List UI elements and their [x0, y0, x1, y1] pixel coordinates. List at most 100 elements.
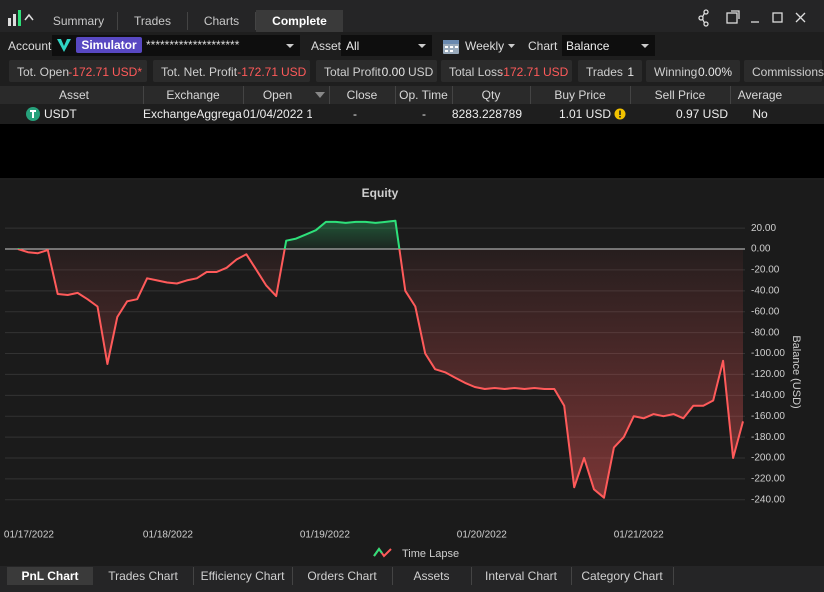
column-divider	[530, 86, 531, 104]
tab[interactable]: Trades	[118, 12, 188, 30]
sort-arrow[interactable]	[314, 90, 326, 100]
table-cell: 8283.228789	[451, 107, 522, 121]
y-axis-label: Balance (USD)	[790, 335, 802, 408]
stat-box	[744, 60, 822, 82]
app-icon[interactable]	[6, 8, 38, 28]
column-header[interactable]: Op. Time	[399, 88, 448, 102]
legend-icon-up	[373, 547, 383, 557]
stat-value: -172.71	[68, 65, 109, 79]
x-tick-label: 01/18/2022	[143, 530, 193, 541]
chart-value[interactable]: Balance	[566, 39, 610, 53]
usdt-icon	[26, 107, 40, 121]
stat-label: Total Loss	[449, 65, 504, 79]
stat-label: Tot. Open	[17, 65, 70, 79]
stat-label: Commissions	[752, 65, 824, 79]
dropdown-arrows	[286, 44, 649, 48]
y-tick-label: -60.00	[751, 306, 780, 317]
x-tick-label: 01/17/2022	[4, 530, 54, 541]
tab[interactable]: Complete	[256, 10, 343, 32]
bottom-tab[interactable]: Interval Chart	[471, 567, 572, 585]
period[interactable]: Weekly	[465, 39, 505, 53]
stat-label: Trades	[586, 65, 623, 79]
y-tick-label: -100.00	[751, 348, 785, 359]
asset-select[interactable]	[341, 35, 432, 56]
warning-icon[interactable]	[614, 108, 626, 120]
stat-unit: USD*	[112, 65, 143, 79]
chart-select[interactable]	[562, 35, 655, 56]
stat-box	[9, 60, 147, 82]
y-tick-label: -220.00	[751, 474, 785, 485]
equity-line	[17, 219, 744, 499]
x-tick-label: 01/19/2022	[300, 530, 350, 541]
bottom-bar	[0, 566, 824, 592]
stat-value: 0.00%	[697, 65, 732, 79]
asset-value[interactable]: All	[346, 39, 360, 53]
tab[interactable]: Summary	[40, 12, 118, 30]
stat-box	[646, 60, 740, 82]
stat-box	[153, 60, 310, 82]
tab[interactable]: Charts	[188, 12, 256, 30]
column-header[interactable]: Sell Price	[654, 88, 706, 102]
stat-value: -172.71	[499, 65, 540, 79]
y-tick-label: -80.00	[751, 327, 780, 338]
bottom-tab[interactable]: Assets	[392, 567, 472, 585]
column-divider	[329, 86, 330, 104]
column-header[interactable]: Buy Price	[554, 88, 606, 102]
equity-chart: Equity 20.00 0.00 -20.00 -40.00 -60.00 -80.00 -…	[0, 180, 824, 566]
stat-value: -172.71	[237, 65, 278, 79]
y-tick-label: -180.00	[751, 432, 785, 443]
equity-area	[18, 220, 743, 498]
column-divider	[730, 86, 731, 104]
column-header[interactable]: Close	[346, 88, 378, 102]
column-header[interactable]: Exchange	[166, 88, 220, 102]
asset-label: Asset	[311, 39, 342, 53]
table-cell: ExchangeAggregator	[143, 107, 242, 121]
table-empty-area	[0, 124, 824, 178]
table-cell: USDT	[44, 107, 77, 121]
column-divider	[143, 86, 144, 104]
column-header[interactable]: Average	[737, 88, 783, 102]
account-label: Account	[8, 39, 52, 53]
bottom-tab[interactable]: Efficiency Chart	[193, 567, 293, 585]
y-tick-label: -160.00	[751, 411, 785, 422]
x-tick-label: 01/21/2022	[614, 530, 664, 541]
bottom-tab[interactable]: Trades Chart	[93, 567, 194, 585]
y-tick-label: -20.00	[751, 265, 780, 276]
stat-unit: USD	[281, 65, 307, 79]
column-divider	[630, 86, 631, 104]
legend-label: Time Lapse	[402, 548, 459, 560]
table-cell: -	[422, 107, 426, 121]
chart-title: Equity	[362, 186, 399, 200]
x-tick-label: 01/20/2022	[457, 530, 507, 541]
calendar-icon[interactable]	[442, 37, 460, 55]
bottom-tab[interactable]: Category Chart	[571, 567, 674, 585]
stat-box	[316, 60, 437, 82]
column-header[interactable]: Asset	[58, 88, 89, 102]
column-divider	[452, 86, 453, 104]
table-cell: 0.97 USD	[675, 107, 728, 121]
stat-label: Tot. Net. Profit	[161, 65, 238, 79]
y-tick-label: -240.00	[751, 494, 785, 505]
y-tick-label: -120.00	[751, 369, 785, 380]
account-badge: Simulator	[76, 37, 142, 53]
table-cell: 1.01 USD	[558, 107, 611, 121]
table-header	[0, 86, 824, 104]
table-cell: No	[752, 107, 768, 121]
y-tick-label: -140.00	[751, 390, 785, 401]
table-cell: 01/04/2022 17	[243, 107, 312, 121]
column-divider	[243, 86, 244, 104]
stat-unit: USD	[408, 65, 434, 79]
y-tick-label: -200.00	[751, 453, 785, 464]
stat-box	[441, 60, 572, 82]
column-header[interactable]: Qty	[481, 88, 501, 102]
y-tick-label: 20.00	[751, 223, 776, 234]
y-tick-label: 0.00	[751, 244, 771, 255]
table-cell: -	[353, 107, 357, 121]
bottom-tab[interactable]: Orders Chart	[292, 567, 393, 585]
column-header[interactable]: Open	[262, 88, 293, 102]
stat-label: Total Profit	[324, 65, 381, 79]
y-tick-label: -40.00	[751, 285, 780, 296]
bottom-tab[interactable]: PnL Chart	[7, 567, 93, 585]
chart-label: Chart	[528, 39, 558, 53]
